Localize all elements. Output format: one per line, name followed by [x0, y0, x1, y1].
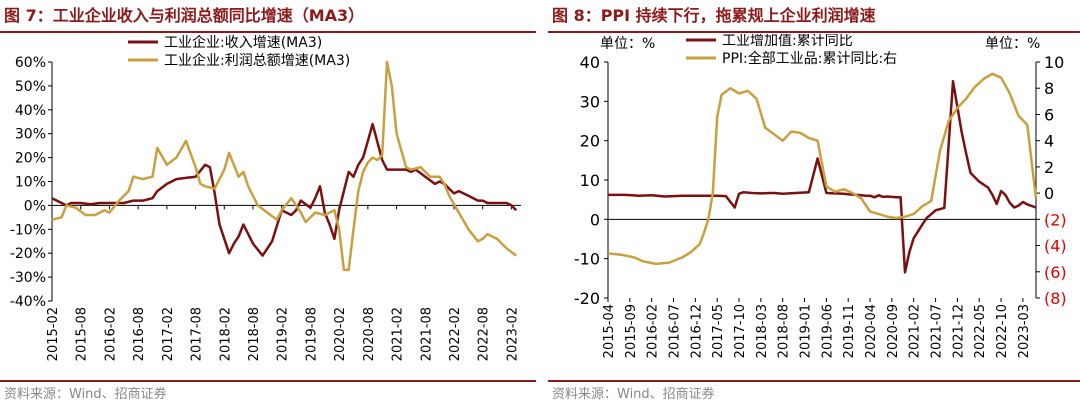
left-x-tick-label: 2021-02 — [391, 307, 406, 361]
right-yr-tick-label: 10 — [1044, 53, 1064, 72]
right-x-tick-label: 2018-03 — [755, 304, 770, 358]
right-yr-tick-label: 8 — [1044, 79, 1054, 98]
right-series-line-0 — [608, 80, 1037, 274]
left-chart-panel: 图 7：工业企业收入与利润总额同比增速（MA3） -40% -30% -20% -10… — [0, 0, 536, 406]
left-legend-profit-label: 工业企业:利润总额增速(MA3) — [164, 52, 350, 69]
right-right-unit-label: 单位：% — [985, 36, 1040, 52]
right-x-tick-label: 2016-07 — [668, 304, 683, 358]
right-yl-tick-label: 0 — [590, 210, 600, 229]
right-series-line-1 — [607, 72, 1038, 266]
right-legend-iva-label: 工业增加值:累计同比 — [722, 34, 853, 49]
right-x-tick-label: 2020-09 — [886, 304, 901, 358]
right-x-tick-label: 2019-06 — [820, 304, 835, 358]
left-x-tick-label: 2023-02 — [505, 307, 520, 361]
left-y-tick-label: 60% — [15, 55, 46, 71]
left-y-tick-label: -10% — [10, 222, 46, 238]
left-x-tick-label: 2016-08 — [132, 307, 147, 361]
right-x-tick-label: 2016-02 — [646, 304, 661, 358]
right-yr-tick-label: 6 — [1044, 105, 1054, 124]
right-chart-title: 图 8：PPI 持续下行，拖累规上企业利润增速 — [552, 6, 876, 25]
left-source-rule — [0, 380, 536, 382]
left-x-tick-label: 2015-08 — [75, 307, 90, 361]
left-x-tick-label: 2017-02 — [161, 307, 176, 361]
left-y-tick-label: 20% — [15, 151, 46, 167]
right-chart-svg: -20 -10 0 10 20 30 40 (8) (6) (4) (2) 0 2 4 6 8 10 2015-0… — [574, 34, 1067, 358]
right-x-tick-label: 2021-02 — [908, 304, 923, 358]
left-y-tick-label: -20% — [10, 246, 46, 262]
left-y-tick-label: 30% — [15, 127, 46, 143]
left-x-tick-label: 2018-08 — [247, 307, 262, 361]
right-x-tick-label: 2016-12 — [689, 304, 704, 358]
right-x-tick-label: 2019-11 — [842, 304, 857, 358]
right-left-unit-label: 单位：% — [600, 36, 655, 52]
right-x-tick-label: 2021-07 — [930, 304, 945, 358]
left-y-tick-label: -40% — [10, 294, 46, 310]
right-x-tick-label: 2015-09 — [624, 304, 639, 358]
left-source-note: 资料来源：Wind、招商证券 — [4, 387, 167, 402]
left-y-tick-label: -30% — [10, 270, 46, 286]
right-yr-tick-label: 4 — [1044, 132, 1054, 151]
right-x-tick-label: 2017-05 — [711, 304, 726, 358]
left-x-tick-label: 2018-02 — [218, 307, 233, 361]
right-x-tick-label: 2020-04 — [864, 304, 879, 358]
right-x-tick-label: 2015-04 — [602, 304, 617, 358]
left-x-tick-label: 2019-02 — [276, 307, 291, 361]
right-yl-tick-label: 30 — [580, 92, 600, 111]
right-x-tick-label: 2018-08 — [777, 304, 792, 358]
right-yr-tick-label: (6) — [1044, 263, 1067, 282]
right-yl-tick-label: 20 — [580, 132, 600, 151]
left-y-tick-label: 40% — [15, 103, 46, 119]
left-chart-title: 图 7：工业企业收入与利润总额同比增速（MA3） — [4, 6, 365, 25]
right-yr-tick-label: (2) — [1044, 210, 1067, 229]
right-x-tick-label: 2022-05 — [973, 304, 988, 358]
right-source-rule — [548, 380, 1080, 382]
right-x-tick-label: 2023-03 — [1017, 304, 1032, 358]
right-x-tick-label: 2021-12 — [951, 304, 966, 358]
left-y-tick-label: 0% — [24, 198, 46, 214]
left-x-tick-label: 2019-08 — [304, 307, 319, 361]
left-x-tick-label: 2015-02 — [46, 307, 61, 361]
right-yr-tick-label: 2 — [1044, 158, 1054, 177]
right-title-rule — [548, 31, 1080, 33]
left-series-line-1 — [51, 60, 517, 272]
left-y-tick-label: 10% — [15, 175, 46, 191]
right-chart-panel: 图 8：PPI 持续下行，拖累规上企业利润增速 -20 -10 0 10 20 30 40(… — [548, 0, 1080, 406]
right-yr-tick-label: (4) — [1044, 237, 1067, 256]
left-x-tick-label: 2020-08 — [362, 307, 377, 361]
left-x-tick-label: 2022-08 — [477, 307, 492, 361]
right-yr-tick-label: (8) — [1044, 289, 1067, 308]
right-yl-tick-label: -20 — [574, 289, 600, 308]
left-x-tick-label: 2020-02 — [333, 307, 348, 361]
right-x-tick-label: 2019-01 — [799, 304, 814, 358]
left-legend-revenue-label: 工业企业:收入增速(MA3) — [164, 34, 322, 51]
left-title-rule — [0, 31, 536, 33]
right-x-tick-label: 2022-10 — [995, 304, 1010, 358]
left-chart-svg: -40% -30% -20% -10% 0% 10% 20% 30% 40% 50% 60% 2015… — [10, 34, 521, 361]
right-yl-tick-label: 10 — [580, 171, 600, 190]
right-yl-tick-label: -10 — [574, 250, 600, 269]
right-source-note: 资料来源：Wind、招商证券 — [552, 387, 715, 402]
right-x-tick-label: 2017-10 — [733, 304, 748, 358]
right-yl-tick-label: 40 — [580, 53, 600, 72]
right-legend-ppi-label: PPI:全部工业品:累计同比:右 — [722, 50, 897, 67]
left-x-tick-label: 2017-08 — [190, 307, 205, 361]
left-x-tick-label: 2016-02 — [103, 307, 118, 361]
left-x-tick-label: 2022-02 — [448, 307, 463, 361]
left-y-tick-label: 50% — [15, 79, 46, 95]
left-x-tick-label: 2021-08 — [419, 307, 434, 361]
right-yr-tick-label: 0 — [1044, 184, 1054, 203]
